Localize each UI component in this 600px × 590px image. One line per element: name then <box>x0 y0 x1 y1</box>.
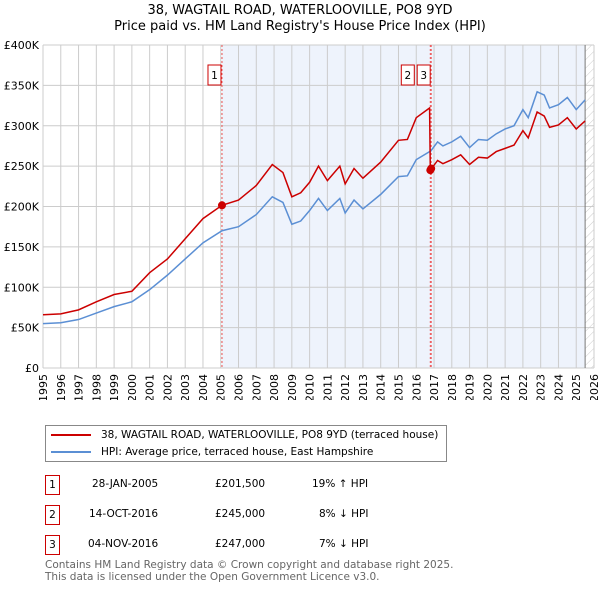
x-tick-label: 2016 <box>410 374 423 400</box>
x-tick-label: 2001 <box>144 374 157 400</box>
x-tick-label: 2023 <box>535 374 548 400</box>
sale-price: £247,000 <box>215 538 266 550</box>
x-tick-label: 2013 <box>357 374 370 400</box>
x-tick-label: 2022 <box>517 374 530 400</box>
legend-label: HPI: Average price, terraced house, East… <box>101 446 374 458</box>
chart-title: 38, WAGTAIL ROAD, WATERLOOVILLE, PO8 9YD <box>147 3 453 18</box>
sale-hpi-diff: 7% ↓ HPI <box>319 538 369 550</box>
y-tick-label: £50K <box>11 322 40 335</box>
price-chart: 1995 1996 1997 1998 1999 2000 2001 2002 2003 2004… <box>4 39 600 400</box>
x-tick-label: 2021 <box>499 374 512 400</box>
y-tick-label: £350K <box>4 79 40 92</box>
x-tick-label: 2005 <box>215 374 228 400</box>
y-tick-label: £200K <box>4 201 40 214</box>
x-tick-label: 2020 <box>481 374 494 400</box>
x-tick-label: 2003 <box>179 374 192 400</box>
sale-marker-badge: 3 <box>45 535 60 555</box>
y-tick-label: £150K <box>4 241 40 254</box>
x-tick-label: 2010 <box>304 374 317 400</box>
sale-marker-label: 2 <box>404 70 411 82</box>
x-tick-label: 1999 <box>108 374 121 400</box>
y-tick-label: £300K <box>4 120 40 133</box>
sale-marker-box <box>207 64 222 86</box>
sale-hpi-diff: 19% ↑ HPI <box>312 478 369 490</box>
sale-marker-box <box>416 64 431 86</box>
sale-row: 3 04-NOV-2016 £247,000 7% ↓ HPI <box>45 535 600 555</box>
x-tick-label: 1997 <box>73 374 86 400</box>
attribution-line: This data is licensed under the Open Gov… <box>45 571 380 583</box>
x-tick-label: 2006 <box>233 374 246 400</box>
x-tick-label: 2017 <box>428 374 441 400</box>
x-tick-label: 1998 <box>90 374 103 400</box>
y-tick-label: £250K <box>4 160 40 173</box>
sale-date: 04-NOV-2016 <box>88 538 159 550</box>
attribution-line: Contains HM Land Registry data © Crown c… <box>45 559 454 571</box>
series-line <box>42 106 586 316</box>
sale-marker-label: 1 <box>211 70 218 82</box>
y-tick-label: £400K <box>4 39 40 52</box>
x-tick-label: 2026 <box>588 374 600 400</box>
sale-row: 2 14-OCT-2016 £245,000 8% ↓ HPI <box>45 505 600 525</box>
x-tick-label: 2014 <box>375 374 388 400</box>
sale-date: 14-OCT-2016 <box>89 508 158 520</box>
y-tick-label: £0 <box>25 362 39 375</box>
sale-point <box>427 164 436 173</box>
y-tick-label: £100K <box>4 281 40 294</box>
sale-marker-label: 3 <box>420 70 427 82</box>
legend-item-hpi: HPI: Average price, terraced house, East… <box>51 446 373 458</box>
x-tick-label: 2004 <box>197 374 210 400</box>
x-tick-label: 2018 <box>446 374 459 400</box>
legend: 38, WAGTAIL ROAD, WATERLOOVILLE, PO8 9YD… <box>45 425 447 462</box>
sale-price: £245,000 <box>215 508 266 520</box>
chart-subtitle: Price paid vs. HM Land Registry's House … <box>114 19 486 34</box>
sale-marker-box <box>400 64 415 86</box>
attribution: Contains HM Land Registry data © Crown c… <box>45 559 453 583</box>
sale-point <box>217 201 226 210</box>
x-tick-label: 2002 <box>161 374 174 400</box>
sale-marker-badge: 1 <box>45 475 60 495</box>
x-tick-label: 2024 <box>552 374 565 400</box>
series-line <box>42 90 586 325</box>
legend-swatch-red <box>51 434 91 436</box>
sale-price: £201,500 <box>215 478 266 490</box>
legend-label: 38, WAGTAIL ROAD, WATERLOOVILLE, PO8 9YD… <box>101 429 439 441</box>
x-tick-label: 2015 <box>392 374 405 400</box>
sale-row: 1 28-JAN-2005 £201,500 19% ↑ HPI <box>45 475 600 495</box>
x-tick-label: 1995 <box>37 374 50 400</box>
x-tick-label: 2011 <box>321 374 334 400</box>
sale-hpi-diff: 8% ↓ HPI <box>319 508 369 520</box>
x-tick-label: 2025 <box>570 374 583 400</box>
x-tick-label: 2007 <box>250 374 263 400</box>
sale-marker-badge: 2 <box>45 505 60 525</box>
x-tick-label: 2009 <box>286 374 299 400</box>
x-tick-label: 2008 <box>268 374 281 400</box>
legend-swatch-blue <box>51 451 91 453</box>
x-tick-label: 2019 <box>464 374 477 400</box>
x-tick-label: 2000 <box>126 374 139 400</box>
x-tick-label: 2012 <box>339 374 352 400</box>
sale-date: 28-JAN-2005 <box>92 478 159 490</box>
x-tick-label: 1996 <box>55 374 68 400</box>
legend-item-property: 38, WAGTAIL ROAD, WATERLOOVILLE, PO8 9YD… <box>51 429 438 441</box>
